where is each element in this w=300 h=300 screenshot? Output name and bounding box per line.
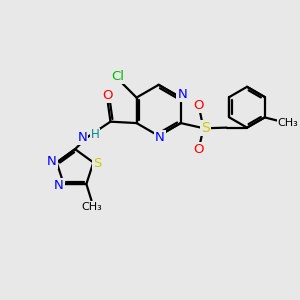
Text: Cl: Cl <box>112 70 124 83</box>
Text: N: N <box>54 179 64 192</box>
Text: CH₃: CH₃ <box>278 118 298 128</box>
Text: N: N <box>77 131 87 144</box>
Text: N: N <box>155 131 165 144</box>
Text: N: N <box>47 154 56 167</box>
Text: O: O <box>193 143 204 157</box>
Text: CH₃: CH₃ <box>81 202 102 212</box>
Text: O: O <box>102 88 113 101</box>
Text: S: S <box>93 157 101 169</box>
Text: N: N <box>177 88 187 101</box>
Text: S: S <box>201 121 209 135</box>
Text: H: H <box>91 128 100 142</box>
Text: O: O <box>193 99 204 112</box>
